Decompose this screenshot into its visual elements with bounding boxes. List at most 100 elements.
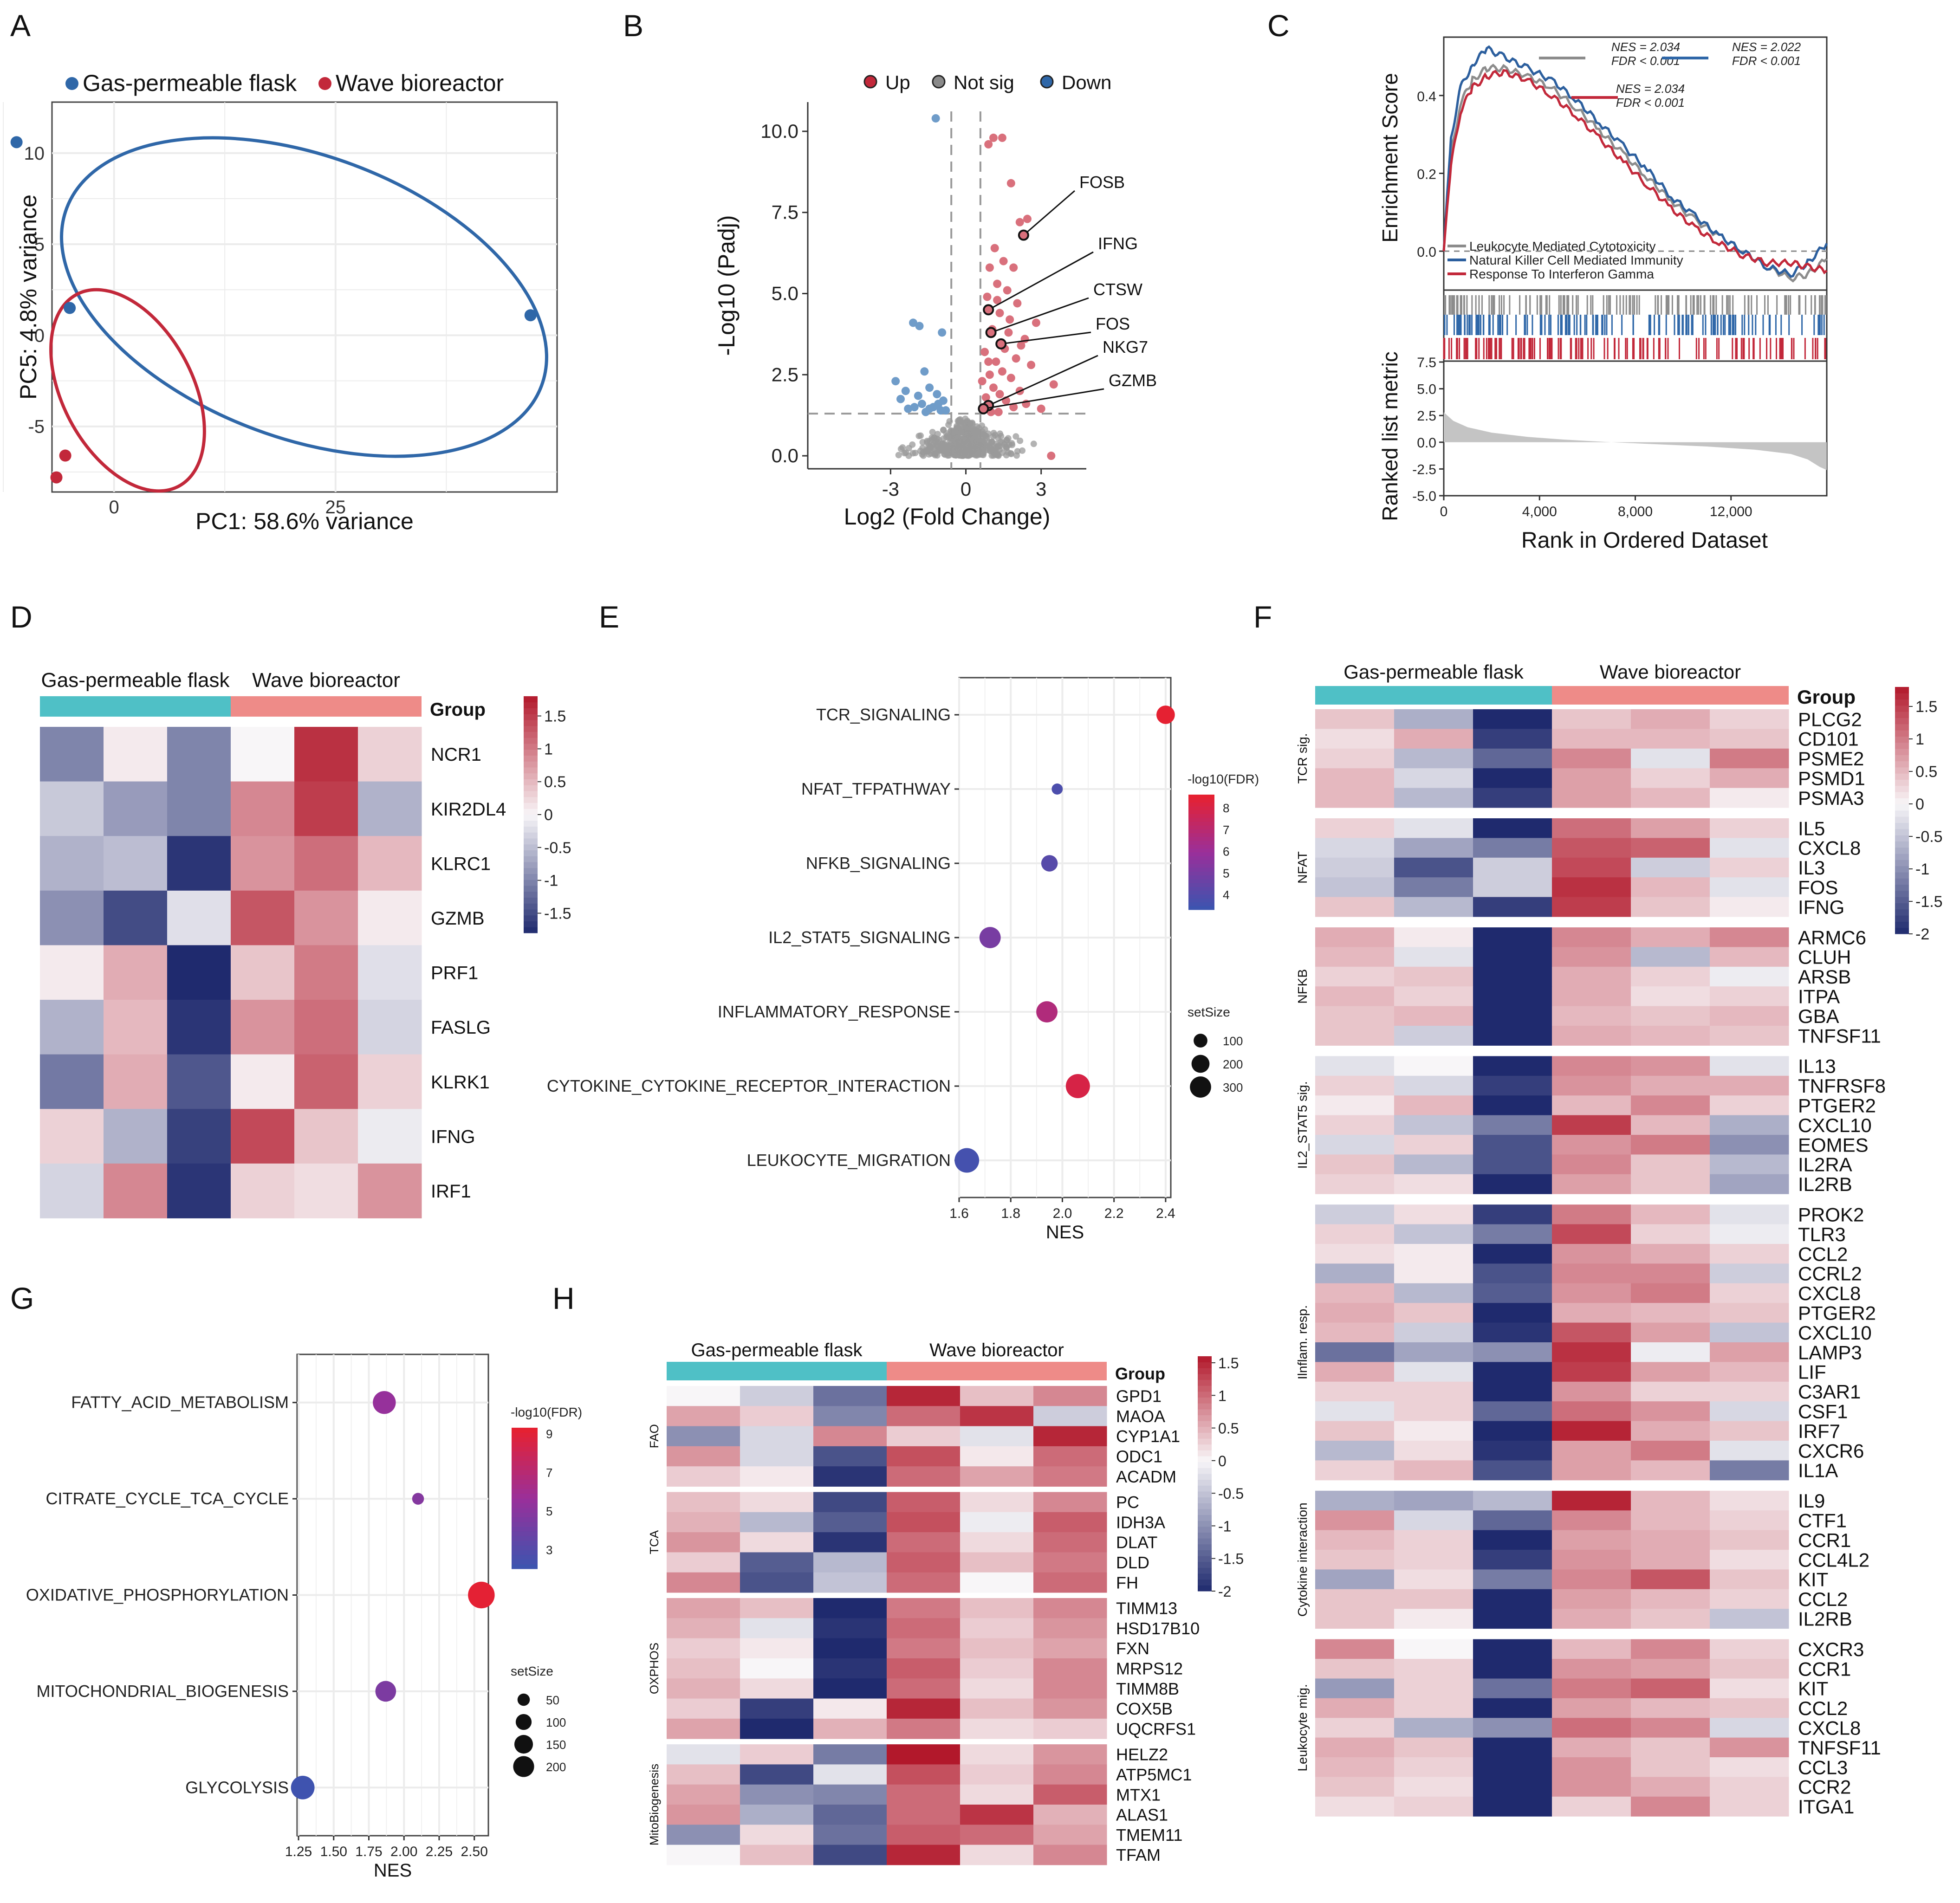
color-scale-step [1198, 1579, 1212, 1586]
heatmap-cell [1394, 1263, 1473, 1284]
heatmap-cell [1710, 1490, 1789, 1511]
color-scale-step [1198, 1515, 1212, 1521]
heatmap-cell [1394, 1135, 1473, 1155]
color-scale-step [1895, 903, 1909, 910]
color-scale-step [524, 725, 538, 732]
block-label: TCA [647, 1530, 661, 1554]
heatmap-cell [813, 1658, 887, 1679]
color-scale-step [524, 731, 538, 738]
x-axis-label: Log2 (Fold Change) [844, 504, 1051, 530]
panel-letter-c: C [1267, 8, 1290, 43]
dot-point [954, 1148, 980, 1173]
heatmap-cell [1552, 1609, 1631, 1629]
heatmap-cell [1631, 1589, 1710, 1609]
point-up [989, 133, 998, 142]
point-down [941, 406, 950, 415]
color-legend-step [1188, 879, 1214, 883]
color-legend-step [512, 1512, 538, 1518]
color-scale-step [1895, 829, 1909, 835]
heatmap-cell [1631, 838, 1710, 858]
color-scale-step [524, 744, 538, 750]
heatmap-cell [1710, 1263, 1789, 1284]
heatmap-cell [667, 1406, 740, 1427]
heatmap-cell [1394, 1569, 1473, 1590]
point-down [891, 377, 900, 386]
heatmap-cell [667, 1698, 740, 1719]
heatmap-cell [1710, 1421, 1789, 1441]
gene-label: NKG7 [1103, 337, 1148, 356]
color-legend-step [1188, 825, 1214, 829]
color-legend-step [1188, 848, 1214, 853]
gene-label: CXCR3 [1798, 1638, 1864, 1660]
heatmap-cell [1631, 1441, 1710, 1461]
x-axis-label: NES [374, 1860, 412, 1881]
point-up [985, 263, 994, 272]
point-up [993, 296, 1002, 304]
heatmap-cell [167, 727, 231, 782]
heatmap-cell [1631, 1342, 1710, 1362]
heatmap-cell [1631, 1303, 1710, 1323]
heatmap-cell [667, 1466, 740, 1487]
point-up [1004, 328, 1013, 337]
y-tick-label: -5.0 [1412, 489, 1436, 504]
term-label: IL2_STAT5_SIGNALING [768, 928, 951, 947]
heatmap-cell [1473, 1174, 1552, 1194]
heatmap-cell [1473, 1757, 1552, 1777]
color-legend-step [512, 1470, 538, 1475]
heatmap-cell [1631, 709, 1710, 729]
color-legend-tick: 5 [1223, 866, 1229, 880]
color-legend-step [1188, 871, 1214, 876]
color-scale-step [1198, 1573, 1212, 1580]
heatmap-cell [1473, 1678, 1552, 1699]
y-axis-label-top: Enrichment Score [1378, 73, 1402, 243]
heatmap-cell [813, 1718, 887, 1739]
heatmap-cell [231, 945, 295, 1000]
color-scale-step [1198, 1409, 1212, 1415]
gene-label: TNFSF11 [1798, 1025, 1881, 1047]
color-legend-tick: 3 [546, 1543, 552, 1557]
heatmap-cell [1473, 1381, 1552, 1402]
color-legend-step [1188, 806, 1214, 810]
scale-tick-label: 0.5 [544, 773, 566, 791]
color-legend-step [1188, 833, 1214, 837]
color-scale-step [1895, 761, 1909, 768]
point-up [998, 367, 1006, 376]
heatmap-cell [1710, 1609, 1789, 1629]
heatmap-cell [1710, 947, 1789, 967]
color-scale-step [1198, 1391, 1212, 1398]
heatmap-cell [1552, 1174, 1631, 1194]
heatmap-cell [104, 890, 168, 945]
heatmap-cell [667, 1512, 740, 1533]
scale-tick-label: 1.5 [544, 708, 566, 725]
heatmap-cell [231, 836, 295, 891]
heatmap-cell [1631, 1381, 1710, 1402]
heatmap-cell [1631, 1322, 1710, 1343]
heatmap-cell [960, 1552, 1034, 1573]
heatmap-cell [1315, 1609, 1395, 1629]
heatmap-cell [1315, 1244, 1395, 1264]
heatmap-cell [1033, 1598, 1107, 1618]
y-tick-label: 0.0 [772, 445, 798, 466]
heatmap-cell [1394, 1589, 1473, 1609]
gene-label: CYP1A1 [1116, 1427, 1180, 1446]
heatmap-cell [1033, 1845, 1107, 1865]
color-scale-step [1895, 810, 1909, 817]
heatmap-cell [740, 1658, 814, 1679]
heatmap-cell [1394, 1757, 1473, 1777]
heatmap-cell [1710, 1283, 1789, 1303]
point-down [904, 404, 913, 413]
heatmap-cell [1710, 1659, 1789, 1679]
heatmap-cell [887, 1744, 961, 1765]
point-not-sig [928, 434, 935, 441]
color-legend-step [512, 1484, 538, 1489]
heatmap-cell [1631, 1659, 1710, 1679]
heatmap-cell [1473, 818, 1552, 838]
heatmap-cell [1710, 1550, 1789, 1570]
gene-label: MRPS12 [1116, 1659, 1183, 1678]
heatmap-cell [813, 1532, 887, 1553]
color-legend-step [512, 1489, 538, 1494]
gene-label: IFNG [1098, 234, 1138, 253]
color-scale-step [1198, 1532, 1212, 1539]
group-bar-flask [40, 696, 231, 717]
heatmap-cell [740, 1426, 814, 1447]
